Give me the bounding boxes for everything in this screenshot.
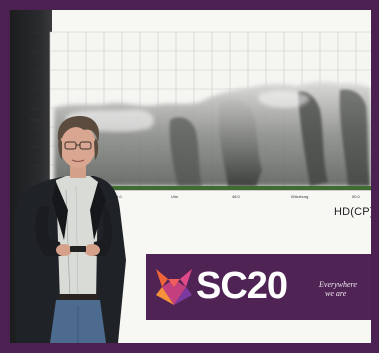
cloud-field	[54, 81, 371, 186]
y-axis: 16 km 14 km 12 km 10 km 8 km 6 km 4 km 2…	[30, 30, 45, 187]
x-tick: 48.0	[232, 194, 241, 199]
y-tick: 16 km	[32, 30, 44, 35]
x-tick: 44.0	[114, 194, 123, 199]
y-tick: 4 km	[32, 144, 41, 149]
sc20-banner: SC20 Everywhere we are	[146, 254, 371, 320]
y-tick: 8 km	[32, 106, 41, 111]
presentation-slide: 16 km 14 km 12 km 10 km 8 km 6 km 4 km 2…	[10, 10, 371, 343]
cloud-height-plot: 16 km 14 km 12 km 10 km 8 km 6 km 4 km 2…	[30, 30, 371, 199]
frame-border-bottom	[0, 343, 379, 353]
y-tick: 6 km	[32, 125, 41, 130]
x-tick: 50.0	[352, 194, 361, 199]
ground-strip	[50, 186, 371, 190]
y-axis-label: Height	[30, 118, 45, 124]
fox-logo-icon	[156, 269, 192, 305]
tagline-line: we are	[325, 289, 347, 298]
y-tick: 12 km	[32, 68, 44, 73]
x-tick: Würzburg	[291, 194, 308, 199]
y-tick: 2 km	[32, 163, 41, 168]
y-tick: 14 km	[32, 49, 44, 54]
tagline-line: Everywhere	[319, 280, 357, 289]
frame-border-left	[0, 0, 10, 353]
y-tick: 10 km	[32, 87, 44, 92]
tagline: Everywhere we are	[319, 280, 369, 298]
plot-axis-title: HD(CP)	[334, 206, 371, 218]
frame-border-top	[0, 0, 379, 10]
presenter	[14, 116, 126, 343]
sc20-logo-text: SC20	[196, 265, 288, 307]
x-tick: Ulm	[171, 194, 179, 199]
x-axis: 44.0 Ulm 48.0 Würzburg 50.0	[114, 194, 361, 199]
frame-border-right	[371, 0, 379, 353]
presenter-face	[60, 124, 96, 168]
